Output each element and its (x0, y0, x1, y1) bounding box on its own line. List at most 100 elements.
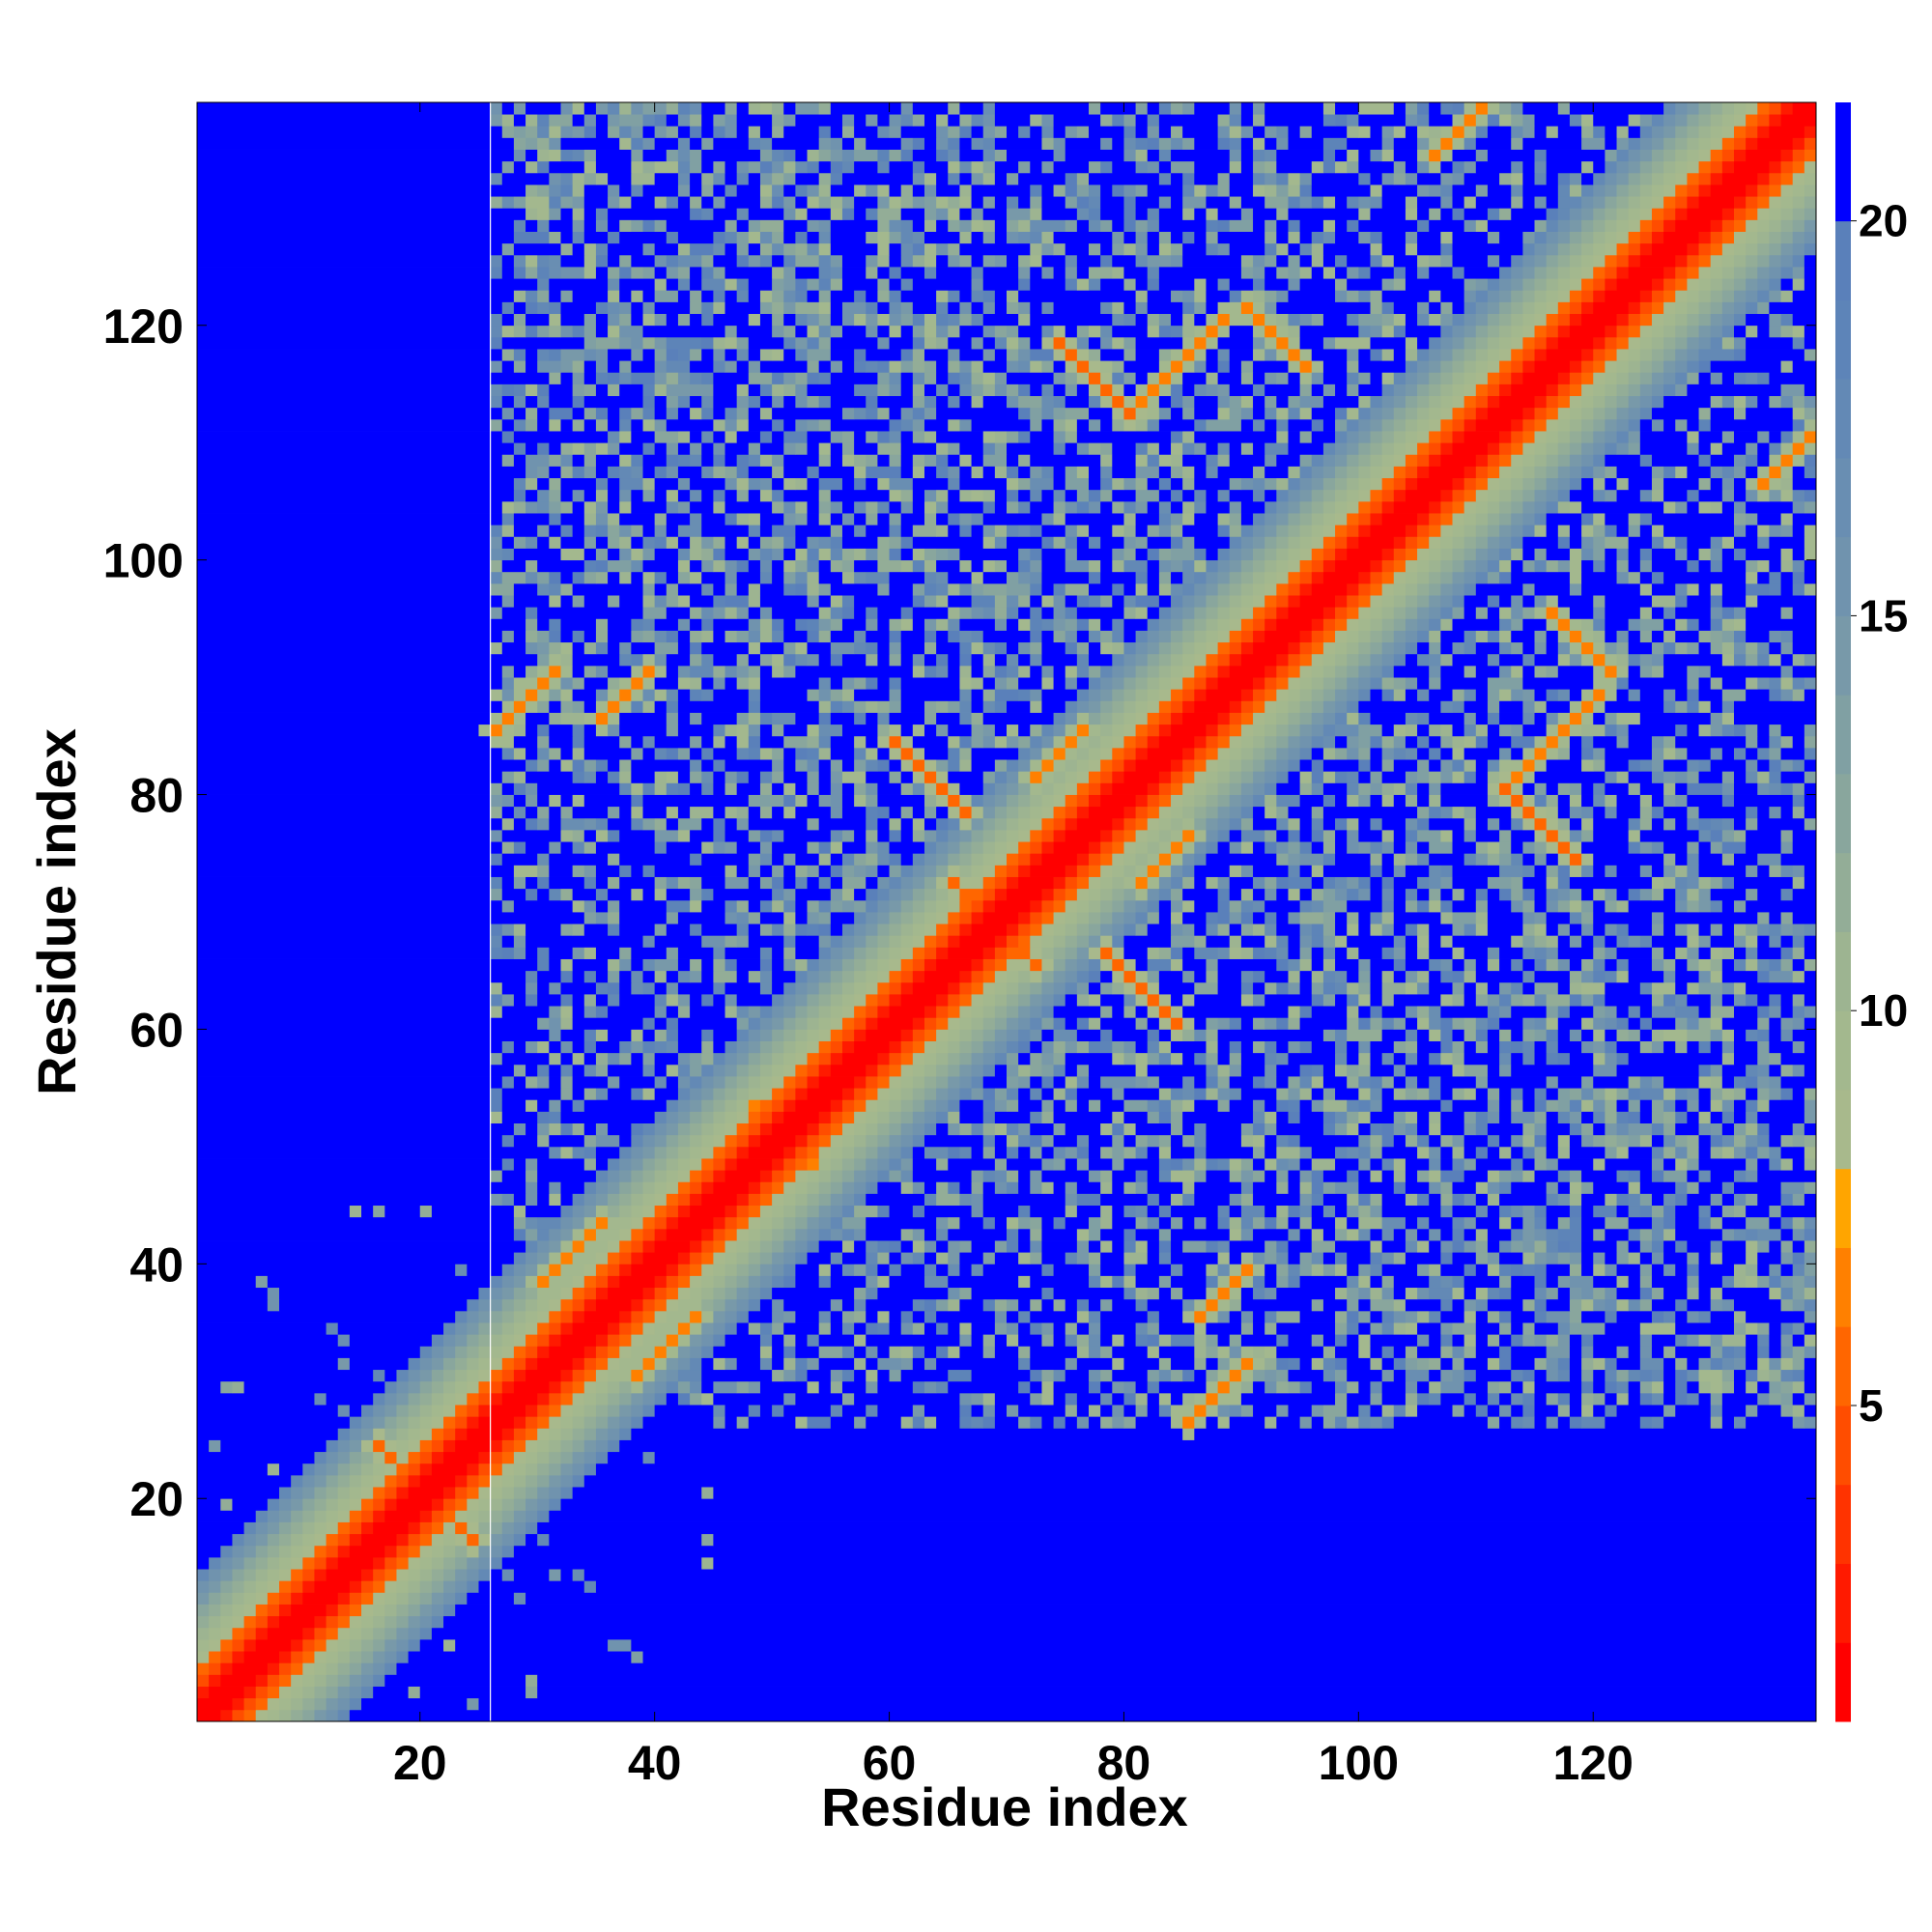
heatmap-cell (619, 1193, 632, 1207)
heatmap-cell (713, 1310, 725, 1323)
heatmap-cell (982, 1146, 996, 1159)
heatmap-cell (1546, 1029, 1559, 1041)
heatmap-cell (549, 1052, 561, 1065)
heatmap-cell (877, 1088, 890, 1100)
heatmap-cell (1721, 1392, 1758, 1406)
heatmap-cell (889, 1264, 902, 1276)
heatmap-cell (1593, 994, 1605, 1007)
heatmap-cell (1347, 923, 1359, 936)
heatmap-cell (1757, 994, 1770, 1007)
heatmap-cell (736, 1416, 750, 1429)
heatmap-cell (900, 1181, 914, 1194)
heatmap-cell (736, 935, 750, 948)
heatmap-cell (419, 1604, 433, 1617)
heatmap-cell (572, 899, 585, 913)
heatmap-cell (772, 994, 784, 1007)
heatmap-cell (1053, 1298, 1066, 1312)
heatmap-cell (948, 912, 960, 924)
heatmap-cell (1440, 1040, 1453, 1054)
heatmap-cell (1569, 1287, 1582, 1300)
heatmap-cell (948, 1228, 1008, 1241)
heatmap-cell (1534, 958, 1548, 972)
heatmap-cell (1534, 947, 1548, 959)
heatmap-cell (1322, 1405, 1348, 1417)
heatmap-cell (1370, 853, 1383, 866)
heatmap-cell (1780, 1405, 1794, 1417)
heatmap-cell (1769, 1146, 1781, 1159)
heatmap-cell (1440, 1088, 1453, 1100)
heatmap-cell (583, 1451, 597, 1464)
heatmap-cell (419, 1474, 456, 1488)
heatmap-cell (197, 912, 585, 924)
heatmap-cell (900, 853, 914, 866)
heatmap-cell (243, 1627, 257, 1640)
heatmap-cell (1405, 1052, 1418, 1065)
heatmap-cell (467, 1510, 479, 1522)
heatmap-cell (1347, 1369, 1383, 1382)
heatmap-cell (807, 1416, 832, 1429)
heatmap-cell (759, 1193, 773, 1207)
heatmap-cell (1721, 981, 1735, 995)
heatmap-cell (1429, 1052, 1441, 1065)
heatmap-cell (1217, 1040, 1231, 1054)
heatmap-cell (1007, 853, 1019, 866)
heatmap-cell (841, 970, 855, 983)
heatmap-cell (1463, 1146, 1477, 1159)
heatmap-cell (783, 1322, 820, 1335)
heatmap-cell (1581, 1193, 1605, 1207)
heatmap-cell (866, 865, 878, 877)
heatmap-cell (1206, 876, 1218, 890)
heatmap-cell (1605, 1228, 1630, 1241)
heatmap-cell (1299, 841, 1313, 854)
heatmap-cell (1651, 1228, 1664, 1241)
heatmap-cell (478, 1510, 492, 1522)
heatmap-cell (1769, 1216, 1781, 1230)
heatmap-cell (537, 1017, 550, 1030)
heatmap-cell (1347, 1275, 1359, 1289)
heatmap-cell (889, 1076, 902, 1089)
heatmap-cell (1041, 1228, 1078, 1241)
heatmap-cell (1171, 1040, 1207, 1054)
heatmap-cell (608, 1122, 632, 1136)
heatmap-cell (549, 1510, 1817, 1522)
heatmap-cell (923, 935, 937, 948)
heatmap-cell (866, 1275, 878, 1289)
heatmap-cell (1018, 1275, 1031, 1289)
heatmap-cell (1147, 1334, 1160, 1347)
heatmap-cell (1651, 1240, 1664, 1253)
heatmap-cell (1804, 1252, 1817, 1264)
heatmap-cell (1288, 888, 1301, 901)
heatmap-cell (971, 1416, 984, 1429)
heatmap-cell (314, 1638, 327, 1652)
heatmap-cell (501, 1006, 550, 1018)
heatmap-cell (1370, 981, 1383, 995)
heatmap-cell (1041, 1099, 1054, 1112)
heatmap-cell (1417, 1380, 1430, 1394)
heatmap-cell (560, 1205, 574, 1218)
heatmap-cell (1581, 923, 1594, 936)
heatmap-cell (841, 923, 855, 936)
heatmap-cell (1007, 1310, 1019, 1323)
heatmap-cell (1335, 1287, 1348, 1300)
heatmap-cell (677, 1322, 691, 1335)
heatmap-cell (759, 1170, 773, 1182)
heatmap-cell (1746, 1029, 1758, 1041)
heatmap-cell (443, 1487, 456, 1499)
heatmap-cell (1487, 1252, 1500, 1264)
heatmap-cell (1593, 1099, 1605, 1112)
heatmap-cell (560, 1264, 585, 1276)
heatmap-cell (1311, 1216, 1336, 1230)
heatmap-cell (1194, 899, 1219, 913)
heatmap-cell (1429, 1392, 1441, 1406)
heatmap-cell (1522, 1240, 1535, 1253)
heatmap-cell (1288, 1228, 1301, 1241)
heatmap-cell (1311, 1205, 1324, 1218)
heatmap-cell (1616, 1369, 1630, 1382)
heatmap-cell (595, 899, 609, 913)
heatmap-cell (1581, 899, 1594, 913)
heatmap-cell (736, 1076, 750, 1089)
heatmap-cell (783, 853, 796, 866)
heatmap-cell (1322, 1298, 1348, 1312)
heatmap-cell (1322, 1416, 1336, 1429)
heatmap-cell (595, 1334, 609, 1347)
